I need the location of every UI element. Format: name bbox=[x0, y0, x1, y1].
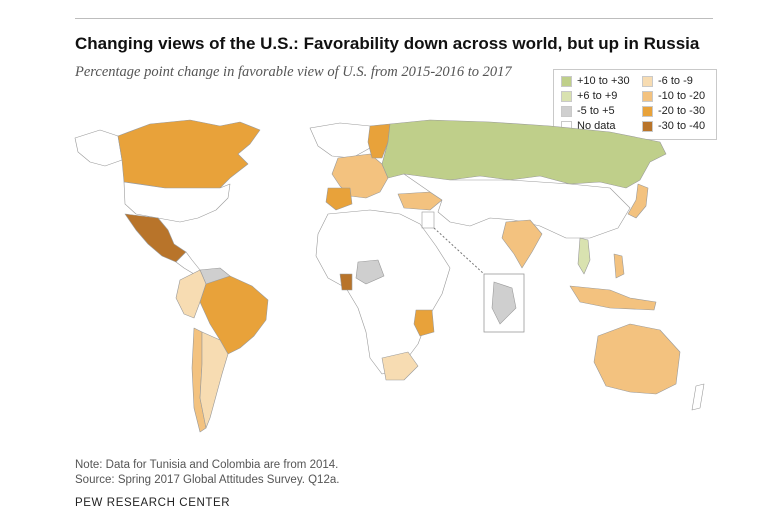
source-line: Source: Spring 2017 Global Attitudes Sur… bbox=[75, 474, 340, 486]
legend-swatch bbox=[642, 121, 653, 132]
map-region-philippines bbox=[613, 253, 625, 279]
map-region-australia bbox=[593, 323, 681, 395]
map-region-india bbox=[501, 219, 543, 269]
map-legend: +10 to +30 +6 to +9 -5 to +5 No data -6 … bbox=[553, 69, 717, 140]
map-region-vietnam bbox=[577, 237, 591, 275]
legend-label: +10 to +30 bbox=[577, 75, 630, 87]
legend-label: -5 to +5 bbox=[577, 105, 615, 117]
inset-marker bbox=[421, 211, 435, 229]
map-region-spain bbox=[325, 187, 353, 211]
map-region-united-states bbox=[123, 181, 231, 223]
legend-swatch bbox=[561, 106, 572, 117]
note-line: Note: Data for Tunisia and Colombia are … bbox=[75, 459, 339, 471]
map-region-europe bbox=[331, 153, 389, 199]
map-region-africa bbox=[315, 209, 451, 375]
legend-swatch bbox=[642, 106, 653, 117]
map-region-canada bbox=[117, 119, 261, 191]
map-region-nigeria bbox=[355, 259, 385, 285]
map-region-tanzania bbox=[413, 309, 435, 337]
map-region-argentina bbox=[199, 331, 229, 429]
footer-credit: PEW RESEARCH CENTER bbox=[75, 497, 231, 509]
legend-swatch bbox=[642, 76, 653, 87]
map-region-russia bbox=[381, 119, 667, 189]
legend-label: No data bbox=[577, 120, 616, 132]
legend-label: -30 to -40 bbox=[658, 120, 706, 132]
map-region-south-africa bbox=[381, 351, 419, 381]
legend-label: -6 to -9 bbox=[658, 75, 693, 87]
map-region-ghana bbox=[339, 273, 353, 291]
map-region-indonesia bbox=[569, 285, 657, 311]
chart-subtitle: Percentage point change in favorable vie… bbox=[75, 64, 512, 80]
map-region-alaska bbox=[74, 129, 123, 167]
map-region-turkey bbox=[397, 191, 443, 211]
legend-swatch bbox=[561, 76, 572, 87]
top-rule bbox=[75, 18, 713, 19]
world-map bbox=[74, 119, 705, 433]
legend-label: -10 to -20 bbox=[658, 90, 706, 102]
legend-label: +6 to +9 bbox=[577, 90, 618, 102]
legend-swatch bbox=[561, 91, 572, 102]
legend-swatch bbox=[642, 91, 653, 102]
legend-label: -20 to -30 bbox=[658, 105, 706, 117]
map-region-asia bbox=[403, 173, 631, 239]
chart-title: Changing views of the U.S.: Favorability… bbox=[75, 34, 700, 53]
map-region-colombia-peru bbox=[175, 269, 207, 319]
map-region-japan bbox=[627, 183, 649, 219]
inset-leader-line bbox=[433, 227, 485, 275]
map-region-brazil bbox=[199, 275, 269, 355]
map-region-jordan bbox=[491, 281, 517, 325]
map-region-new-zealand bbox=[691, 383, 705, 411]
